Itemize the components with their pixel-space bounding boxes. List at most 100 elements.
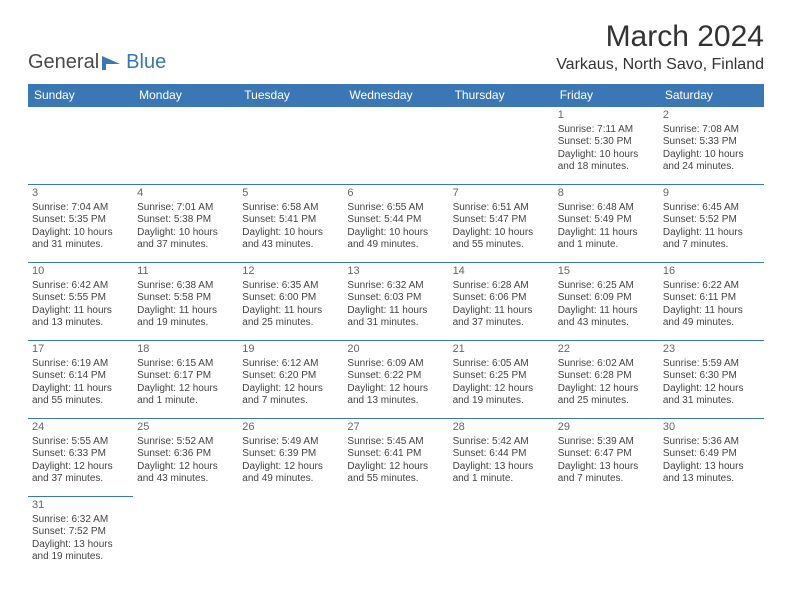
sunset-text: Sunset: 6:33 PM (32, 448, 129, 461)
day-number: 27 (347, 421, 444, 435)
daylight-text: Daylight: 12 hours and 37 minutes. (32, 461, 129, 486)
calendar-cell: 1Sunrise: 7:11 AMSunset: 5:30 PMDaylight… (554, 107, 659, 185)
sunset-text: Sunset: 6:00 PM (242, 292, 339, 305)
calendar-cell: 16Sunrise: 6:22 AMSunset: 6:11 PMDayligh… (659, 263, 764, 341)
sunset-text: Sunset: 6:20 PM (242, 370, 339, 383)
calendar-cell: 14Sunrise: 6:28 AMSunset: 6:06 PMDayligh… (449, 263, 554, 341)
sunrise-text: Sunrise: 7:04 AM (32, 202, 129, 215)
title-block: March 2024 Varkaus, North Savo, Finland (556, 20, 764, 74)
calendar-cell (343, 497, 448, 575)
calendar-cell (554, 497, 659, 575)
sunset-text: Sunset: 6:36 PM (137, 448, 234, 461)
daylight-text: Daylight: 11 hours and 31 minutes. (347, 305, 444, 330)
calendar-cell: 27Sunrise: 5:45 AMSunset: 6:41 PMDayligh… (343, 419, 448, 497)
calendar-cell: 8Sunrise: 6:48 AMSunset: 5:49 PMDaylight… (554, 185, 659, 263)
daylight-text: Daylight: 10 hours and 49 minutes. (347, 227, 444, 252)
sunrise-text: Sunrise: 5:49 AM (242, 436, 339, 449)
day-number: 4 (137, 187, 234, 201)
sunset-text: Sunset: 6:14 PM (32, 370, 129, 383)
daylight-text: Daylight: 11 hours and 25 minutes. (242, 305, 339, 330)
sunset-text: Sunset: 5:52 PM (663, 214, 760, 227)
day-number: 31 (32, 499, 129, 513)
calendar-table: Sunday Monday Tuesday Wednesday Thursday… (28, 84, 764, 575)
calendar-row: 17Sunrise: 6:19 AMSunset: 6:14 PMDayligh… (28, 341, 764, 419)
day-number: 22 (558, 343, 655, 357)
calendar-cell: 13Sunrise: 6:32 AMSunset: 6:03 PMDayligh… (343, 263, 448, 341)
sunset-text: Sunset: 7:52 PM (32, 526, 129, 539)
day-number: 18 (137, 343, 234, 357)
sunrise-text: Sunrise: 6:55 AM (347, 202, 444, 215)
sunset-text: Sunset: 5:47 PM (453, 214, 550, 227)
calendar-cell (28, 107, 133, 185)
sunrise-text: Sunrise: 5:55 AM (32, 436, 129, 449)
sunset-text: Sunset: 5:35 PM (32, 214, 129, 227)
day-number: 3 (32, 187, 129, 201)
calendar-cell: 22Sunrise: 6:02 AMSunset: 6:28 PMDayligh… (554, 341, 659, 419)
calendar-cell: 3Sunrise: 7:04 AMSunset: 5:35 PMDaylight… (28, 185, 133, 263)
calendar-cell (659, 497, 764, 575)
daylight-text: Daylight: 12 hours and 55 minutes. (347, 461, 444, 486)
calendar-cell: 10Sunrise: 6:42 AMSunset: 5:55 PMDayligh… (28, 263, 133, 341)
calendar-cell: 19Sunrise: 6:12 AMSunset: 6:20 PMDayligh… (238, 341, 343, 419)
calendar-cell: 28Sunrise: 5:42 AMSunset: 6:44 PMDayligh… (449, 419, 554, 497)
header: General Blue March 2024 Varkaus, North S… (28, 20, 764, 74)
day-number: 20 (347, 343, 444, 357)
daylight-text: Daylight: 10 hours and 31 minutes. (32, 227, 129, 252)
weekday-header-row: Sunday Monday Tuesday Wednesday Thursday… (28, 84, 764, 107)
day-number: 29 (558, 421, 655, 435)
daylight-text: Daylight: 10 hours and 18 minutes. (558, 149, 655, 174)
calendar-cell: 25Sunrise: 5:52 AMSunset: 6:36 PMDayligh… (133, 419, 238, 497)
calendar-cell (238, 497, 343, 575)
calendar-cell (238, 107, 343, 185)
flag-icon (102, 54, 124, 70)
daylight-text: Daylight: 12 hours and 7 minutes. (242, 383, 339, 408)
sunset-text: Sunset: 5:38 PM (137, 214, 234, 227)
sunrise-text: Sunrise: 5:52 AM (137, 436, 234, 449)
calendar-row: 31Sunrise: 6:32 AMSunset: 7:52 PMDayligh… (28, 497, 764, 575)
day-number: 19 (242, 343, 339, 357)
day-number: 26 (242, 421, 339, 435)
sunset-text: Sunset: 6:11 PM (663, 292, 760, 305)
daylight-text: Daylight: 10 hours and 37 minutes. (137, 227, 234, 252)
day-number: 21 (453, 343, 550, 357)
sunrise-text: Sunrise: 5:45 AM (347, 436, 444, 449)
calendar-cell: 4Sunrise: 7:01 AMSunset: 5:38 PMDaylight… (133, 185, 238, 263)
sunset-text: Sunset: 5:33 PM (663, 136, 760, 149)
sunrise-text: Sunrise: 6:45 AM (663, 202, 760, 215)
sunset-text: Sunset: 5:58 PM (137, 292, 234, 305)
calendar-cell (133, 107, 238, 185)
daylight-text: Daylight: 11 hours and 49 minutes. (663, 305, 760, 330)
logo-text-general: General (28, 51, 99, 74)
calendar-cell: 18Sunrise: 6:15 AMSunset: 6:17 PMDayligh… (133, 341, 238, 419)
calendar-cell: 26Sunrise: 5:49 AMSunset: 6:39 PMDayligh… (238, 419, 343, 497)
calendar-row: 3Sunrise: 7:04 AMSunset: 5:35 PMDaylight… (28, 185, 764, 263)
sunrise-text: Sunrise: 6:22 AM (663, 280, 760, 293)
daylight-text: Daylight: 11 hours and 1 minute. (558, 227, 655, 252)
sunrise-text: Sunrise: 5:36 AM (663, 436, 760, 449)
daylight-text: Daylight: 12 hours and 31 minutes. (663, 383, 760, 408)
weekday-header: Monday (133, 84, 238, 107)
logo-text-blue: Blue (126, 51, 166, 74)
day-number: 16 (663, 265, 760, 279)
day-number: 13 (347, 265, 444, 279)
sunset-text: Sunset: 6:09 PM (558, 292, 655, 305)
sunrise-text: Sunrise: 7:08 AM (663, 124, 760, 137)
sunset-text: Sunset: 5:55 PM (32, 292, 129, 305)
day-number: 8 (558, 187, 655, 201)
logo: General Blue (28, 51, 166, 74)
day-number: 23 (663, 343, 760, 357)
calendar-cell: 12Sunrise: 6:35 AMSunset: 6:00 PMDayligh… (238, 263, 343, 341)
weekday-header: Wednesday (343, 84, 448, 107)
sunrise-text: Sunrise: 6:12 AM (242, 358, 339, 371)
calendar-row: 1Sunrise: 7:11 AMSunset: 5:30 PMDaylight… (28, 107, 764, 185)
sunset-text: Sunset: 5:30 PM (558, 136, 655, 149)
daylight-text: Daylight: 10 hours and 24 minutes. (663, 149, 760, 174)
sunrise-text: Sunrise: 6:32 AM (32, 514, 129, 527)
sunset-text: Sunset: 6:41 PM (347, 448, 444, 461)
sunset-text: Sunset: 6:06 PM (453, 292, 550, 305)
daylight-text: Daylight: 11 hours and 37 minutes. (453, 305, 550, 330)
sunrise-text: Sunrise: 6:25 AM (558, 280, 655, 293)
sunrise-text: Sunrise: 6:51 AM (453, 202, 550, 215)
daylight-text: Daylight: 13 hours and 1 minute. (453, 461, 550, 486)
weekday-header: Friday (554, 84, 659, 107)
